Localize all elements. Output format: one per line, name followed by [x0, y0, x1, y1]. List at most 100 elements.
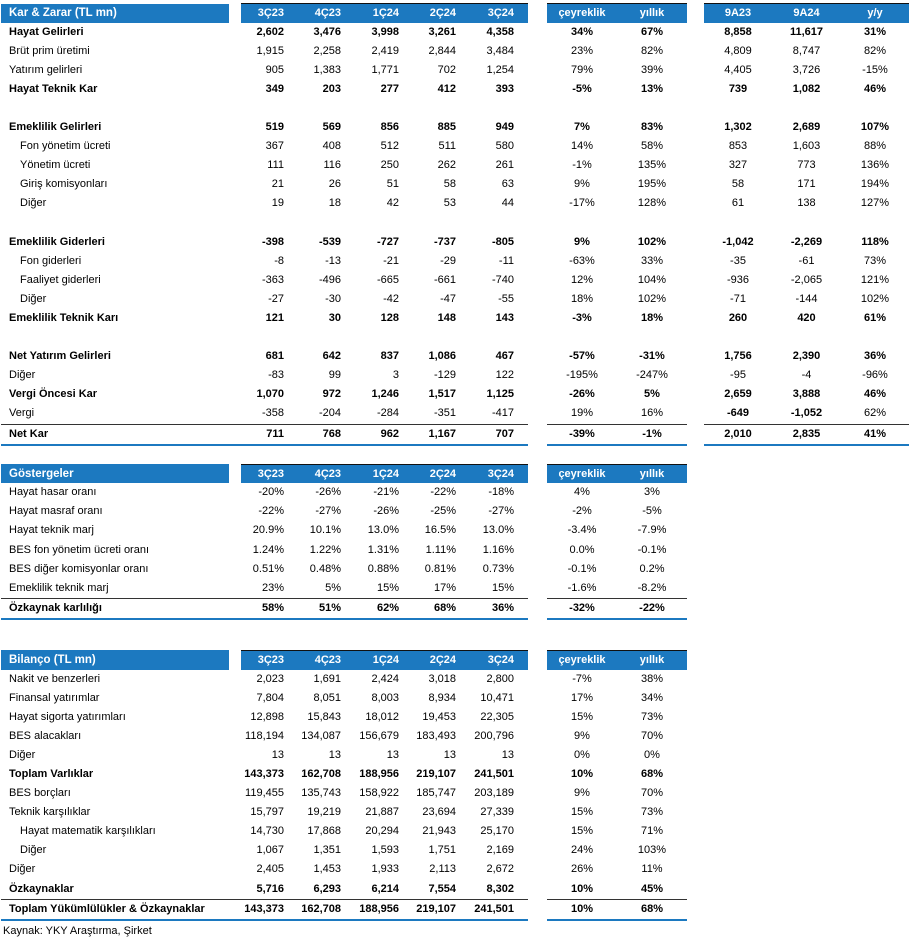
gap-cell — [687, 347, 704, 366]
gap-cell — [687, 271, 704, 290]
period-cell: 46% — [863, 388, 887, 401]
header-row: Bilanço (TL mn) 3Ç23 4Ç23 1Ç24 2Ç24 3Ç24 çeyre… — [1, 649, 909, 670]
empty-cell — [704, 746, 772, 765]
empty-cell — [772, 579, 841, 599]
table-kar-zarar: Kar & Zarar (TL mn) 3Ç23 4Ç23 1Ç24 2Ç24 3Ç24 ç… — [1, 2, 909, 446]
change-cell: -247% — [636, 369, 668, 382]
gap-cell — [229, 541, 241, 560]
value-cell: 20,294 — [365, 825, 399, 838]
row-label: Diğer — [9, 748, 36, 761]
column-header-quarter: 2Ç24 — [413, 649, 470, 670]
gap-cell — [687, 765, 704, 784]
row-label: Hayat teknik marj — [9, 524, 94, 537]
value-cell: -363 — [261, 273, 284, 286]
gap-cell — [528, 727, 547, 746]
row-label: Hayat matematik karşılıkları — [20, 825, 156, 838]
change-cell: 70% — [640, 787, 664, 800]
value-cell: 17% — [433, 581, 456, 594]
value-cell: -11 — [498, 254, 514, 267]
empty-cell — [704, 502, 772, 521]
period-cell: 853 — [728, 140, 748, 153]
header-gap — [687, 3, 704, 23]
change-cell: -2% — [572, 505, 592, 518]
table-row: Özkaynaklar 5,716 6,293 6,214 7,554 8,302 10% 4… — [1, 880, 909, 900]
change-cell: -0.1% — [637, 543, 667, 556]
value-cell: -539 — [318, 235, 341, 248]
value-cell: 18,012 — [365, 710, 399, 723]
empty-cell — [841, 784, 909, 803]
gap-cell — [229, 597, 241, 620]
value-cell: 15% — [376, 581, 399, 594]
empty-cell — [772, 689, 841, 708]
gap-cell — [528, 803, 547, 822]
spacer-cell — [1, 99, 909, 118]
value-cell: 0.48% — [309, 562, 341, 575]
value-cell: 26 — [328, 178, 341, 191]
value-cell: -496 — [318, 273, 341, 286]
value-cell: -22% — [258, 505, 284, 518]
gap-cell — [229, 252, 241, 271]
value-cell: 51 — [386, 178, 399, 191]
change-cell: 0% — [644, 748, 660, 761]
value-cell: 262 — [437, 159, 456, 172]
empty-cell — [841, 502, 909, 521]
value-cell: -27% — [315, 505, 341, 518]
gap-cell — [528, 765, 547, 784]
gap-cell — [229, 137, 241, 156]
gap-cell — [687, 670, 704, 689]
value-cell: 203 — [322, 82, 341, 95]
column-header-change: yıllık — [617, 649, 687, 670]
period-cell: 1,756 — [724, 350, 752, 363]
period-cell: -1,042 — [722, 235, 754, 248]
column-header-quarter: 4Ç23 — [298, 2, 355, 23]
table-title: Kar & Zarar (TL mn) — [1, 3, 229, 23]
empty-cell — [772, 841, 841, 860]
change-cell: 9% — [574, 787, 590, 800]
gap-cell — [528, 385, 547, 404]
change-cell: 19% — [570, 407, 594, 420]
period-cell: -96% — [862, 369, 888, 382]
value-cell: 1,351 — [313, 844, 341, 857]
period-cell: -936 — [726, 273, 750, 286]
value-cell: 116 — [323, 159, 341, 172]
column-header-change: yıllık — [617, 463, 687, 484]
value-cell: 1.31% — [367, 543, 399, 556]
value-cell: 905 — [265, 63, 284, 76]
value-cell: 6,293 — [313, 882, 341, 895]
gap-cell — [687, 80, 704, 99]
header-empty — [772, 464, 841, 484]
value-cell: 162,708 — [298, 898, 355, 921]
empty-cell — [704, 880, 772, 900]
value-cell: 13.0% — [367, 524, 399, 537]
gap-cell — [528, 708, 547, 727]
gap-cell — [229, 23, 241, 42]
change-cell: -22% — [617, 597, 687, 620]
table-row: Diğer 13 13 13 13 13 0% 0% — [1, 746, 909, 765]
gap-cell — [229, 689, 241, 708]
row-label: Finansal yatırımlar — [9, 691, 100, 704]
period-cell: 2,835 — [772, 423, 841, 446]
value-cell: 10.1% — [309, 524, 341, 537]
change-cell: 102% — [637, 292, 667, 305]
value-cell: 1,453 — [313, 863, 341, 876]
period-cell: 2,010 — [704, 423, 772, 446]
value-cell: 7,554 — [428, 882, 456, 895]
value-cell: 62% — [355, 597, 413, 620]
empty-cell — [772, 670, 841, 689]
gap-cell — [229, 765, 241, 784]
empty-cell — [841, 727, 909, 746]
value-cell: 44 — [501, 197, 514, 210]
empty-cell — [704, 765, 772, 784]
gap-cell — [229, 290, 241, 309]
value-cell: -30 — [325, 292, 341, 305]
value-cell: 2,419 — [371, 44, 399, 57]
gap-cell — [229, 42, 241, 61]
table-title: Bilanço (TL mn) — [1, 650, 229, 670]
gap-cell — [528, 521, 547, 540]
empty-cell — [841, 841, 909, 860]
spacer-cell — [1, 214, 909, 233]
gap-cell — [528, 822, 547, 841]
table-row: Net Yatırım Gelirleri 681 642 837 1,086 467 -5… — [1, 347, 909, 366]
value-cell: 13 — [386, 748, 399, 761]
change-cell: -8.2% — [637, 581, 667, 594]
